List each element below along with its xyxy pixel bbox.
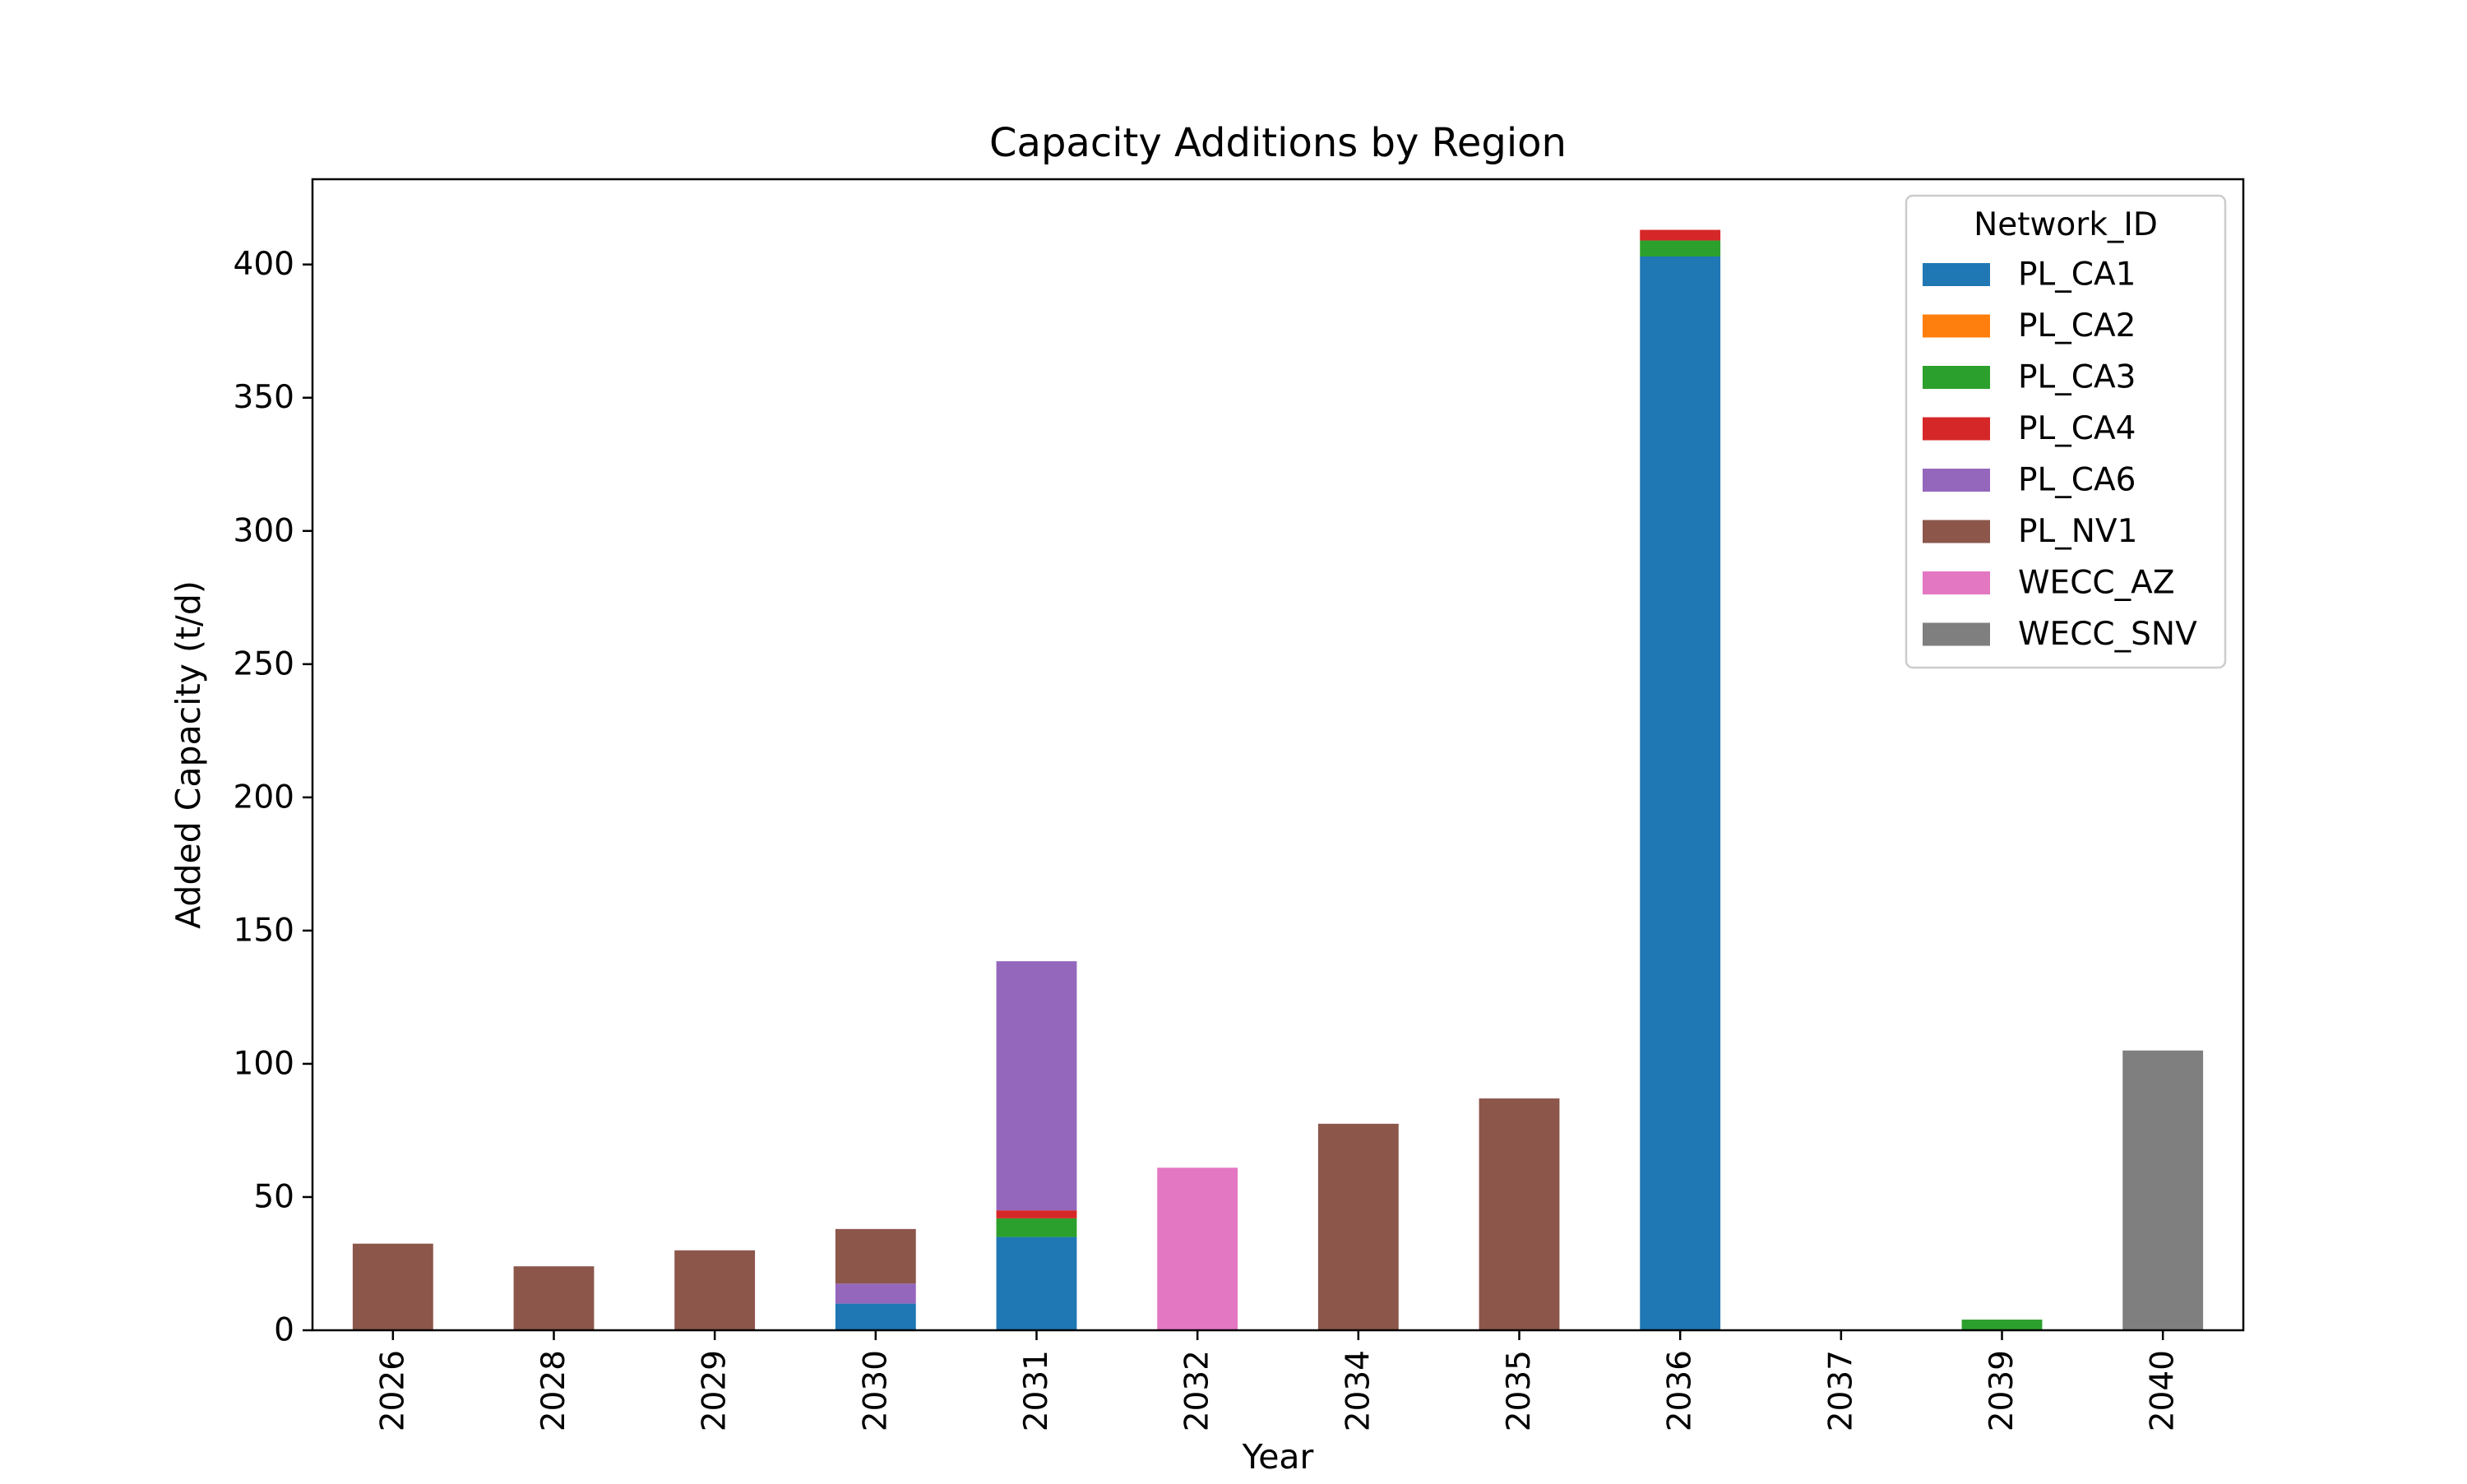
legend-swatch-wecc-az [1923, 571, 1990, 594]
x-tick-label: 2030 [857, 1350, 894, 1431]
y-axis: 0 50 100 150 200 250 300 350 400 [234, 246, 312, 1349]
legend-label-wecc-az: WECC_AZ [2018, 565, 2175, 602]
y-tick-label: 100 [234, 1045, 294, 1082]
legend-swatch-pl-ca3 [1923, 366, 1990, 389]
y-tick-label: 300 [234, 512, 294, 549]
y-axis-title: Added Capacity (t/d) [169, 580, 208, 929]
x-tick-label: 2031 [1018, 1350, 1055, 1431]
legend-label-pl-ca3: PL_CA3 [2018, 359, 2136, 396]
bar-2026-pl-nv1 [352, 1243, 433, 1330]
bar-2036-pl-ca4 [1640, 229, 1721, 241]
bar-2035-pl-nv1 [1479, 1098, 1560, 1330]
bar-2031-pl-ca6 [996, 961, 1077, 1211]
bar-2039-pl-ca3 [1961, 1320, 2043, 1330]
bar-2031-pl-ca4 [996, 1210, 1077, 1218]
bar-2029-pl-nv1 [674, 1250, 756, 1330]
bar-2031-pl-ca3 [996, 1218, 1077, 1237]
bar-2036-pl-ca1 [1640, 256, 1721, 1331]
legend-label-pl-nv1: PL_NV1 [2018, 513, 2137, 550]
bar-2030-pl-ca6 [835, 1283, 916, 1304]
legend-label-pl-ca2: PL_CA2 [2018, 307, 2136, 344]
x-tick-label: 2026 [374, 1350, 411, 1431]
bar-2040-wecc-snv [2122, 1050, 2204, 1330]
legend-swatch-pl-ca4 [1923, 417, 1990, 441]
legend-label-pl-ca6: PL_CA6 [2018, 462, 2136, 499]
y-tick-label: 350 [234, 379, 294, 416]
x-tick-label: 2039 [1983, 1350, 2020, 1431]
y-tick-label: 50 [253, 1178, 294, 1215]
bar-2031-pl-ca1 [996, 1237, 1077, 1330]
bar-2034-pl-nv1 [1317, 1123, 1399, 1330]
x-axis-title: Year [1242, 1437, 1314, 1477]
x-tick-label: 2037 [1822, 1350, 1859, 1431]
y-tick-label: 150 [234, 912, 294, 949]
bar-2030-pl-nv1 [835, 1228, 916, 1284]
bar-2032-wecc-az [1157, 1167, 1238, 1330]
y-tick-label: 200 [234, 779, 294, 816]
bar-2036-pl-ca3 [1640, 240, 1721, 257]
x-axis: 2026 2028 2029 2030 2031 2032 2034 2035 2036 2037… [374, 1330, 2182, 1431]
legend-label-pl-ca1: PL_CA1 [2018, 257, 2136, 294]
x-tick-label: 2035 [1501, 1350, 1538, 1431]
legend-swatch-pl-nv1 [1923, 520, 1990, 543]
y-tick-label: 400 [234, 246, 294, 283]
legend-swatch-pl-ca6 [1923, 469, 1990, 492]
chart-title: Capacity Additions by Region [989, 120, 1567, 166]
x-tick-label: 2036 [1662, 1350, 1699, 1431]
plot-frame [311, 178, 2245, 1332]
legend-title: Network_ID [1974, 206, 2158, 243]
legend-label-wecc-snv: WECC_SNV [2018, 616, 2197, 653]
legend: Network_ID PL_CA1PL_CA2PL_CA3PL_CA4PL_CA… [1905, 194, 2227, 669]
x-tick-label: 2028 [535, 1350, 572, 1431]
legend-swatch-pl-ca2 [1923, 314, 1990, 338]
legend-label-pl-ca4: PL_CA4 [2018, 410, 2136, 447]
x-tick-label: 2034 [1340, 1350, 1377, 1431]
y-tick-label: 250 [234, 645, 294, 682]
legend-swatch-wecc-snv [1923, 622, 1990, 646]
y-tick-label: 0 [274, 1312, 294, 1349]
legend-box [1905, 194, 2227, 669]
bar-2028-pl-nv1 [513, 1266, 595, 1330]
x-tick-label: 2032 [1179, 1350, 1216, 1431]
x-tick-label: 2040 [2145, 1350, 2182, 1431]
bars-layer [352, 229, 2204, 1331]
x-tick-label: 2029 [697, 1350, 734, 1431]
legend-items: PL_CA1 PL_CA2 PL_CA3 PL_CA4 PL_CA6 PL_NV1 WECC… [1923, 257, 2197, 653]
bar-2030-pl-ca1 [835, 1303, 916, 1330]
legend-swatch-pl-ca1 [1923, 263, 1990, 286]
